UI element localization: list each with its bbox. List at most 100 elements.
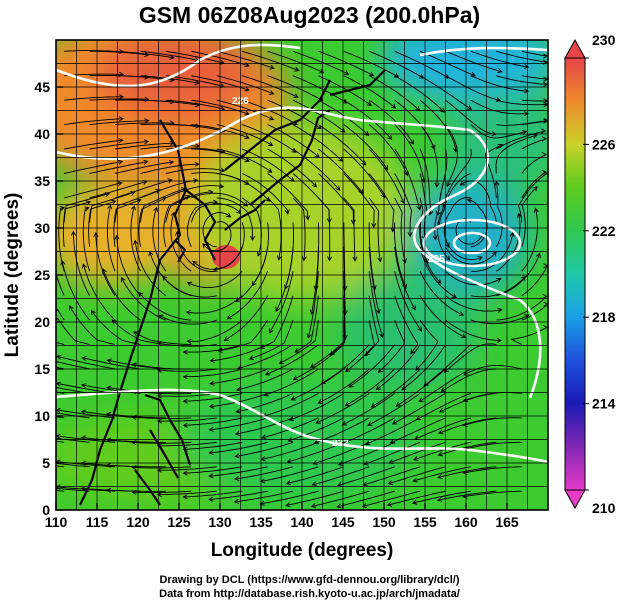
streamline-arrow — [219, 105, 226, 111]
streamline — [392, 393, 446, 425]
streamline-arrow — [523, 111, 529, 117]
streamline-arrow — [390, 227, 396, 233]
y-axis-title: Latitude (degrees) — [2, 193, 23, 358]
y-tick-label: 45 — [34, 79, 50, 95]
streamline-arrow — [158, 314, 164, 320]
streamline-arrow — [402, 283, 407, 289]
x-tick-label: 145 — [331, 514, 355, 530]
streamline — [241, 124, 297, 153]
streamline-arrow — [185, 310, 191, 316]
streamline — [390, 417, 446, 444]
streamline-arrow — [156, 492, 162, 498]
streamline-arrow — [338, 461, 344, 466]
streamline-arrow — [389, 439, 396, 444]
streamline-arrow — [417, 326, 423, 332]
streamline-arrow — [459, 180, 465, 186]
streamline-arrow — [430, 144, 436, 150]
streamline — [89, 141, 149, 150]
streamline-arrow — [438, 408, 445, 413]
streamline — [343, 99, 392, 140]
streamline-arrow — [131, 362, 137, 368]
streamline-arrow — [81, 356, 87, 362]
streamline — [368, 271, 383, 338]
streamline — [140, 179, 198, 199]
streamline — [311, 490, 370, 507]
streamline-arrow — [167, 178, 173, 184]
y-tick-label: 5 — [42, 455, 50, 471]
streamline-arrow — [491, 251, 497, 257]
streamline — [401, 344, 446, 391]
streamline — [163, 195, 190, 247]
streamline — [234, 466, 294, 480]
streamline — [342, 393, 395, 426]
streamline — [321, 344, 370, 384]
streamline — [218, 319, 268, 352]
streamline-arrow — [156, 467, 162, 473]
streamline — [157, 466, 217, 471]
streamline — [292, 197, 306, 261]
streamline — [394, 75, 445, 113]
streamline-arrow — [386, 501, 393, 507]
streamline-arrow — [80, 409, 87, 415]
streamline — [368, 124, 408, 176]
streamline-arrow — [156, 341, 163, 347]
streamline — [165, 75, 225, 88]
streamline-arrow — [301, 256, 307, 262]
streamline-arrow — [375, 385, 381, 391]
streamline — [484, 144, 503, 198]
streamline — [56, 409, 116, 419]
streamline — [394, 173, 413, 237]
streamline — [445, 99, 496, 135]
streamline-arrow — [432, 235, 438, 241]
streamline-arrow — [84, 206, 90, 212]
streamline-arrow — [341, 420, 347, 426]
streamline — [132, 490, 192, 493]
streamline — [368, 75, 420, 112]
streamline — [56, 416, 65, 419]
credit-data-source: Data from http://database.rish.kyoto-u.a… — [159, 588, 460, 600]
streamline-arrow — [285, 480, 292, 486]
streamline — [521, 138, 547, 150]
streamline — [56, 342, 65, 346]
streamline-arrow — [437, 451, 443, 457]
streamline — [114, 142, 174, 150]
streamline — [64, 118, 124, 126]
streamline — [343, 148, 386, 198]
streamline — [388, 466, 446, 485]
streamline — [496, 75, 548, 85]
streamline-arrow — [85, 200, 92, 206]
streamline — [293, 344, 345, 380]
streamline — [102, 268, 141, 321]
streamline — [89, 191, 135, 223]
streamline-arrow — [451, 293, 457, 298]
streamline — [368, 99, 414, 145]
streamline — [338, 441, 395, 466]
streamline — [287, 441, 344, 463]
streamline — [286, 466, 344, 485]
streamline-arrow — [413, 456, 419, 461]
streamline-arrow — [56, 391, 58, 394]
streamline — [367, 393, 421, 426]
streamline — [56, 361, 90, 370]
streamline-arrow — [291, 147, 297, 153]
streamline — [89, 180, 148, 199]
streamline — [518, 173, 548, 223]
streamline-arrow — [120, 276, 126, 283]
streamline — [165, 185, 224, 199]
streamline — [235, 417, 294, 435]
x-tick-label: 130 — [208, 514, 232, 530]
streamline — [64, 73, 124, 77]
streamline — [307, 271, 319, 338]
streamline-arrow — [80, 383, 87, 389]
streamline — [496, 253, 541, 297]
streamline-arrow — [56, 415, 58, 418]
streamline-arrow — [306, 333, 312, 339]
streamline — [368, 173, 395, 232]
streamline — [56, 412, 90, 419]
streamline — [521, 186, 538, 247]
streamline-arrow — [516, 212, 522, 219]
streamline-arrow — [186, 338, 192, 344]
streamline-arrow — [194, 80, 201, 86]
streamline — [89, 98, 149, 101]
streamline-arrow — [118, 94, 125, 100]
